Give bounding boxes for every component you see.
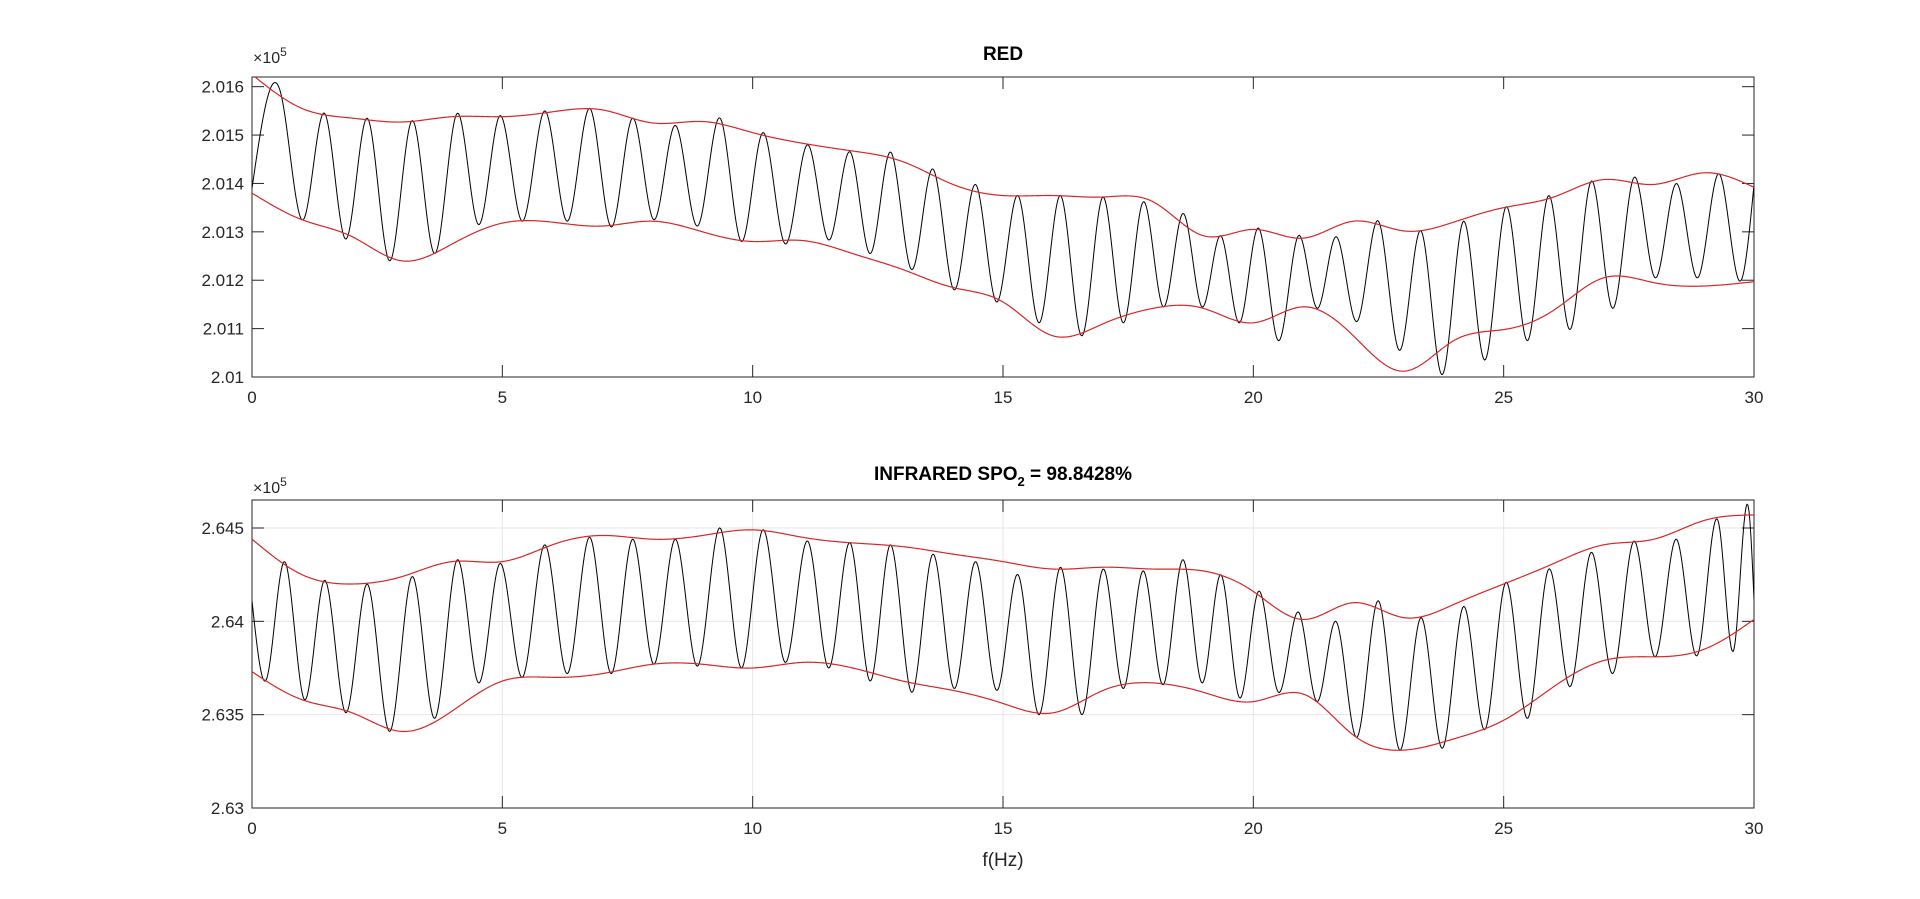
x-tick-label: 25 (1494, 388, 1513, 407)
x-tick-label: 0 (247, 819, 256, 838)
x-tick-label: 0 (247, 388, 256, 407)
x-tick-label: 5 (498, 388, 507, 407)
x-tick-label: 15 (994, 388, 1013, 407)
y-tick-label: 2.63 (211, 799, 244, 818)
x-tick-label: 30 (1745, 819, 1764, 838)
y-tick-label: 2.645 (201, 519, 244, 538)
y-tick-label: 2.011 (203, 320, 244, 339)
x-tick-label: 20 (1244, 388, 1263, 407)
y-tick-label: 2.01 (211, 368, 244, 387)
red-y-exponent: ×105 (253, 45, 287, 67)
signal-line (252, 503, 1754, 751)
x-tick-label: 25 (1494, 819, 1513, 838)
lower-envelope-line (252, 618, 1754, 751)
y-tick-label: 2.015 (201, 126, 244, 145)
series-group (252, 503, 1754, 751)
red-plot-area (252, 77, 1754, 375)
x-tick-label: 15 (994, 819, 1013, 838)
y-tick-label: 2.014 (201, 174, 244, 193)
x-tick-label: 30 (1745, 388, 1764, 407)
infrared-y-exponent: ×105 (253, 475, 287, 497)
upper-envelope-line (252, 514, 1754, 621)
x-tick-label: 5 (498, 819, 507, 838)
x-tick-label: 10 (743, 819, 762, 838)
infrared-title: INFRARED SPO2 = 98.8428% (874, 464, 1132, 489)
lower-envelope-line (252, 192, 1754, 372)
y-tick-label: 2.635 (201, 706, 244, 725)
x-tick-label: 10 (743, 388, 762, 407)
infrared-ticks: 0 5 10 15 20 25 30 2.63 2.635 2.64 2.645 (201, 500, 1763, 838)
series-group (252, 77, 1754, 375)
upper-envelope-line (254, 77, 1754, 239)
y-tick-label: 2.013 (201, 223, 244, 242)
red-ticks: 0 5 10 15 20 25 30 2.01 2.011 2.012 2.013 2.014 2.01… (201, 77, 1763, 407)
x-tick-label: 20 (1244, 819, 1263, 838)
y-tick-label: 2.016 (201, 78, 244, 97)
y-tick-label: 2.64 (211, 612, 244, 631)
infrared-plot-area (252, 503, 1754, 751)
infrared-x-axis-label: f(Hz) (982, 850, 1023, 871)
signal-line (252, 82, 1754, 375)
infrared-subplot: 0 5 10 15 20 25 30 2.63 2.635 2.64 2.645 INFRARED … (201, 464, 1763, 871)
red-title: RED (983, 44, 1023, 65)
red-subplot: 0 5 10 15 20 25 30 2.01 2.011 2.012 2.013 2.014 2.01… (201, 44, 1763, 407)
y-tick-label: 2.012 (201, 271, 244, 290)
